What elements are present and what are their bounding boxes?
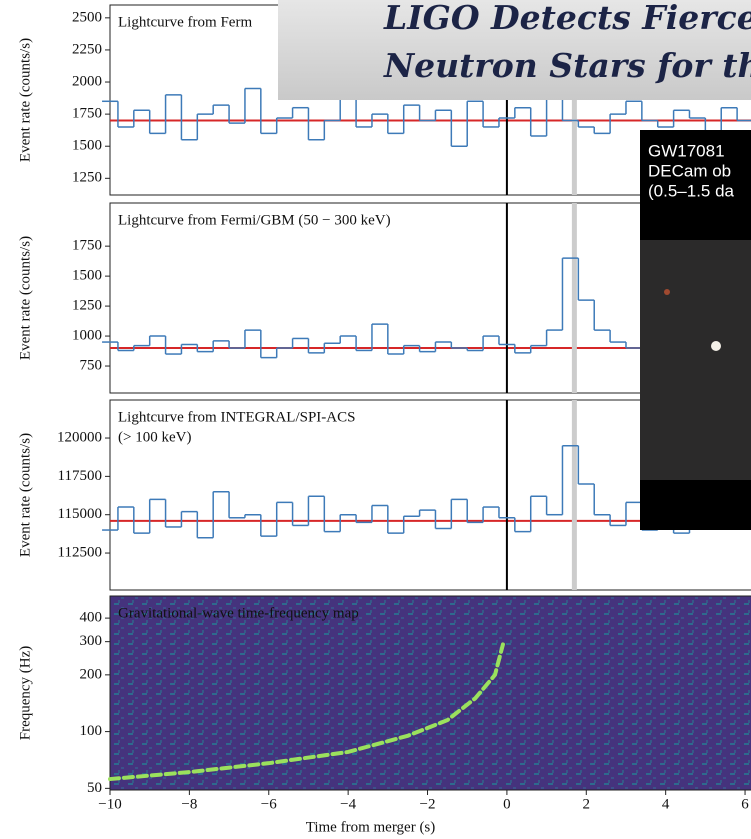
x-tick-label: 2	[583, 796, 591, 812]
x-tick-label: 0	[503, 796, 511, 812]
headline: LIGO Detects Fierce	[383, 0, 751, 37]
y-tick-label: 300	[80, 633, 103, 649]
y-axis-label: Event rate (counts/s)	[17, 433, 33, 557]
y-tick-label: 2250	[72, 41, 102, 57]
y-tick-label: 1750	[72, 238, 102, 254]
panel-annotation: (> 100 keV)	[118, 429, 191, 445]
panel-annotation: Lightcurve from Fermi/GBM (50 − 300 keV)	[118, 212, 391, 228]
y-tick-label: 2500	[72, 9, 102, 25]
y-tick-label: 50	[87, 780, 102, 796]
image-caption: DECam ob	[648, 161, 731, 180]
y-tick-label: 1500	[72, 268, 102, 284]
y-tick-label: 1000	[72, 327, 102, 343]
x-tick-label: 6	[741, 796, 749, 812]
y-tick-label: 750	[80, 357, 103, 373]
y-tick-label: 400	[80, 610, 103, 626]
y-tick-label: 1250	[72, 170, 102, 186]
headline: Neutron Stars for the	[383, 46, 751, 85]
panel-annotation: Gravitational-wave time-frequency map	[118, 605, 359, 621]
y-tick-label: 112500	[58, 544, 102, 560]
y-axis-label: Event rate (counts/s)	[17, 236, 33, 360]
star	[664, 289, 670, 295]
image-caption: GW17081	[648, 141, 725, 160]
panel-annotation: Lightcurve from Ferm	[118, 14, 252, 30]
x-tick-label: −10	[98, 796, 121, 812]
x-tick-label: −8	[181, 796, 197, 812]
spectrogram	[110, 596, 751, 790]
x-axis-label: Time from merger (s)	[306, 819, 436, 835]
image	[640, 240, 751, 480]
y-tick-label: 1750	[72, 106, 102, 122]
x-tick-label: −4	[340, 796, 356, 812]
y-tick-label: 120000	[57, 429, 102, 445]
figure: 125015001750200022502500Event rate (coun…	[0, 0, 751, 839]
page: {"chart_data": [ {"type": "step", "ylabe…	[0, 0, 751, 839]
y-tick-label: 100	[80, 723, 103, 739]
panel-annotation: Lightcurve from INTEGRAL/SPI-ACS	[118, 409, 355, 425]
y-tick-label: 2000	[72, 73, 102, 89]
y-tick-label: 117500	[58, 468, 102, 484]
x-tick-label: −2	[420, 796, 436, 812]
star	[711, 341, 721, 351]
y-axis-label: Frequency (Hz)	[17, 646, 33, 741]
y-tick-label: 1500	[72, 138, 102, 154]
y-tick-label: 1250	[72, 298, 102, 314]
x-tick-label: 4	[662, 796, 670, 812]
y-tick-label: 115000	[58, 506, 102, 522]
image-caption: (0.5–1.5 da	[648, 181, 735, 200]
x-tick-label: −6	[261, 796, 277, 812]
y-tick-label: 200	[80, 666, 103, 682]
y-axis-label: Event rate (counts/s)	[17, 38, 33, 162]
